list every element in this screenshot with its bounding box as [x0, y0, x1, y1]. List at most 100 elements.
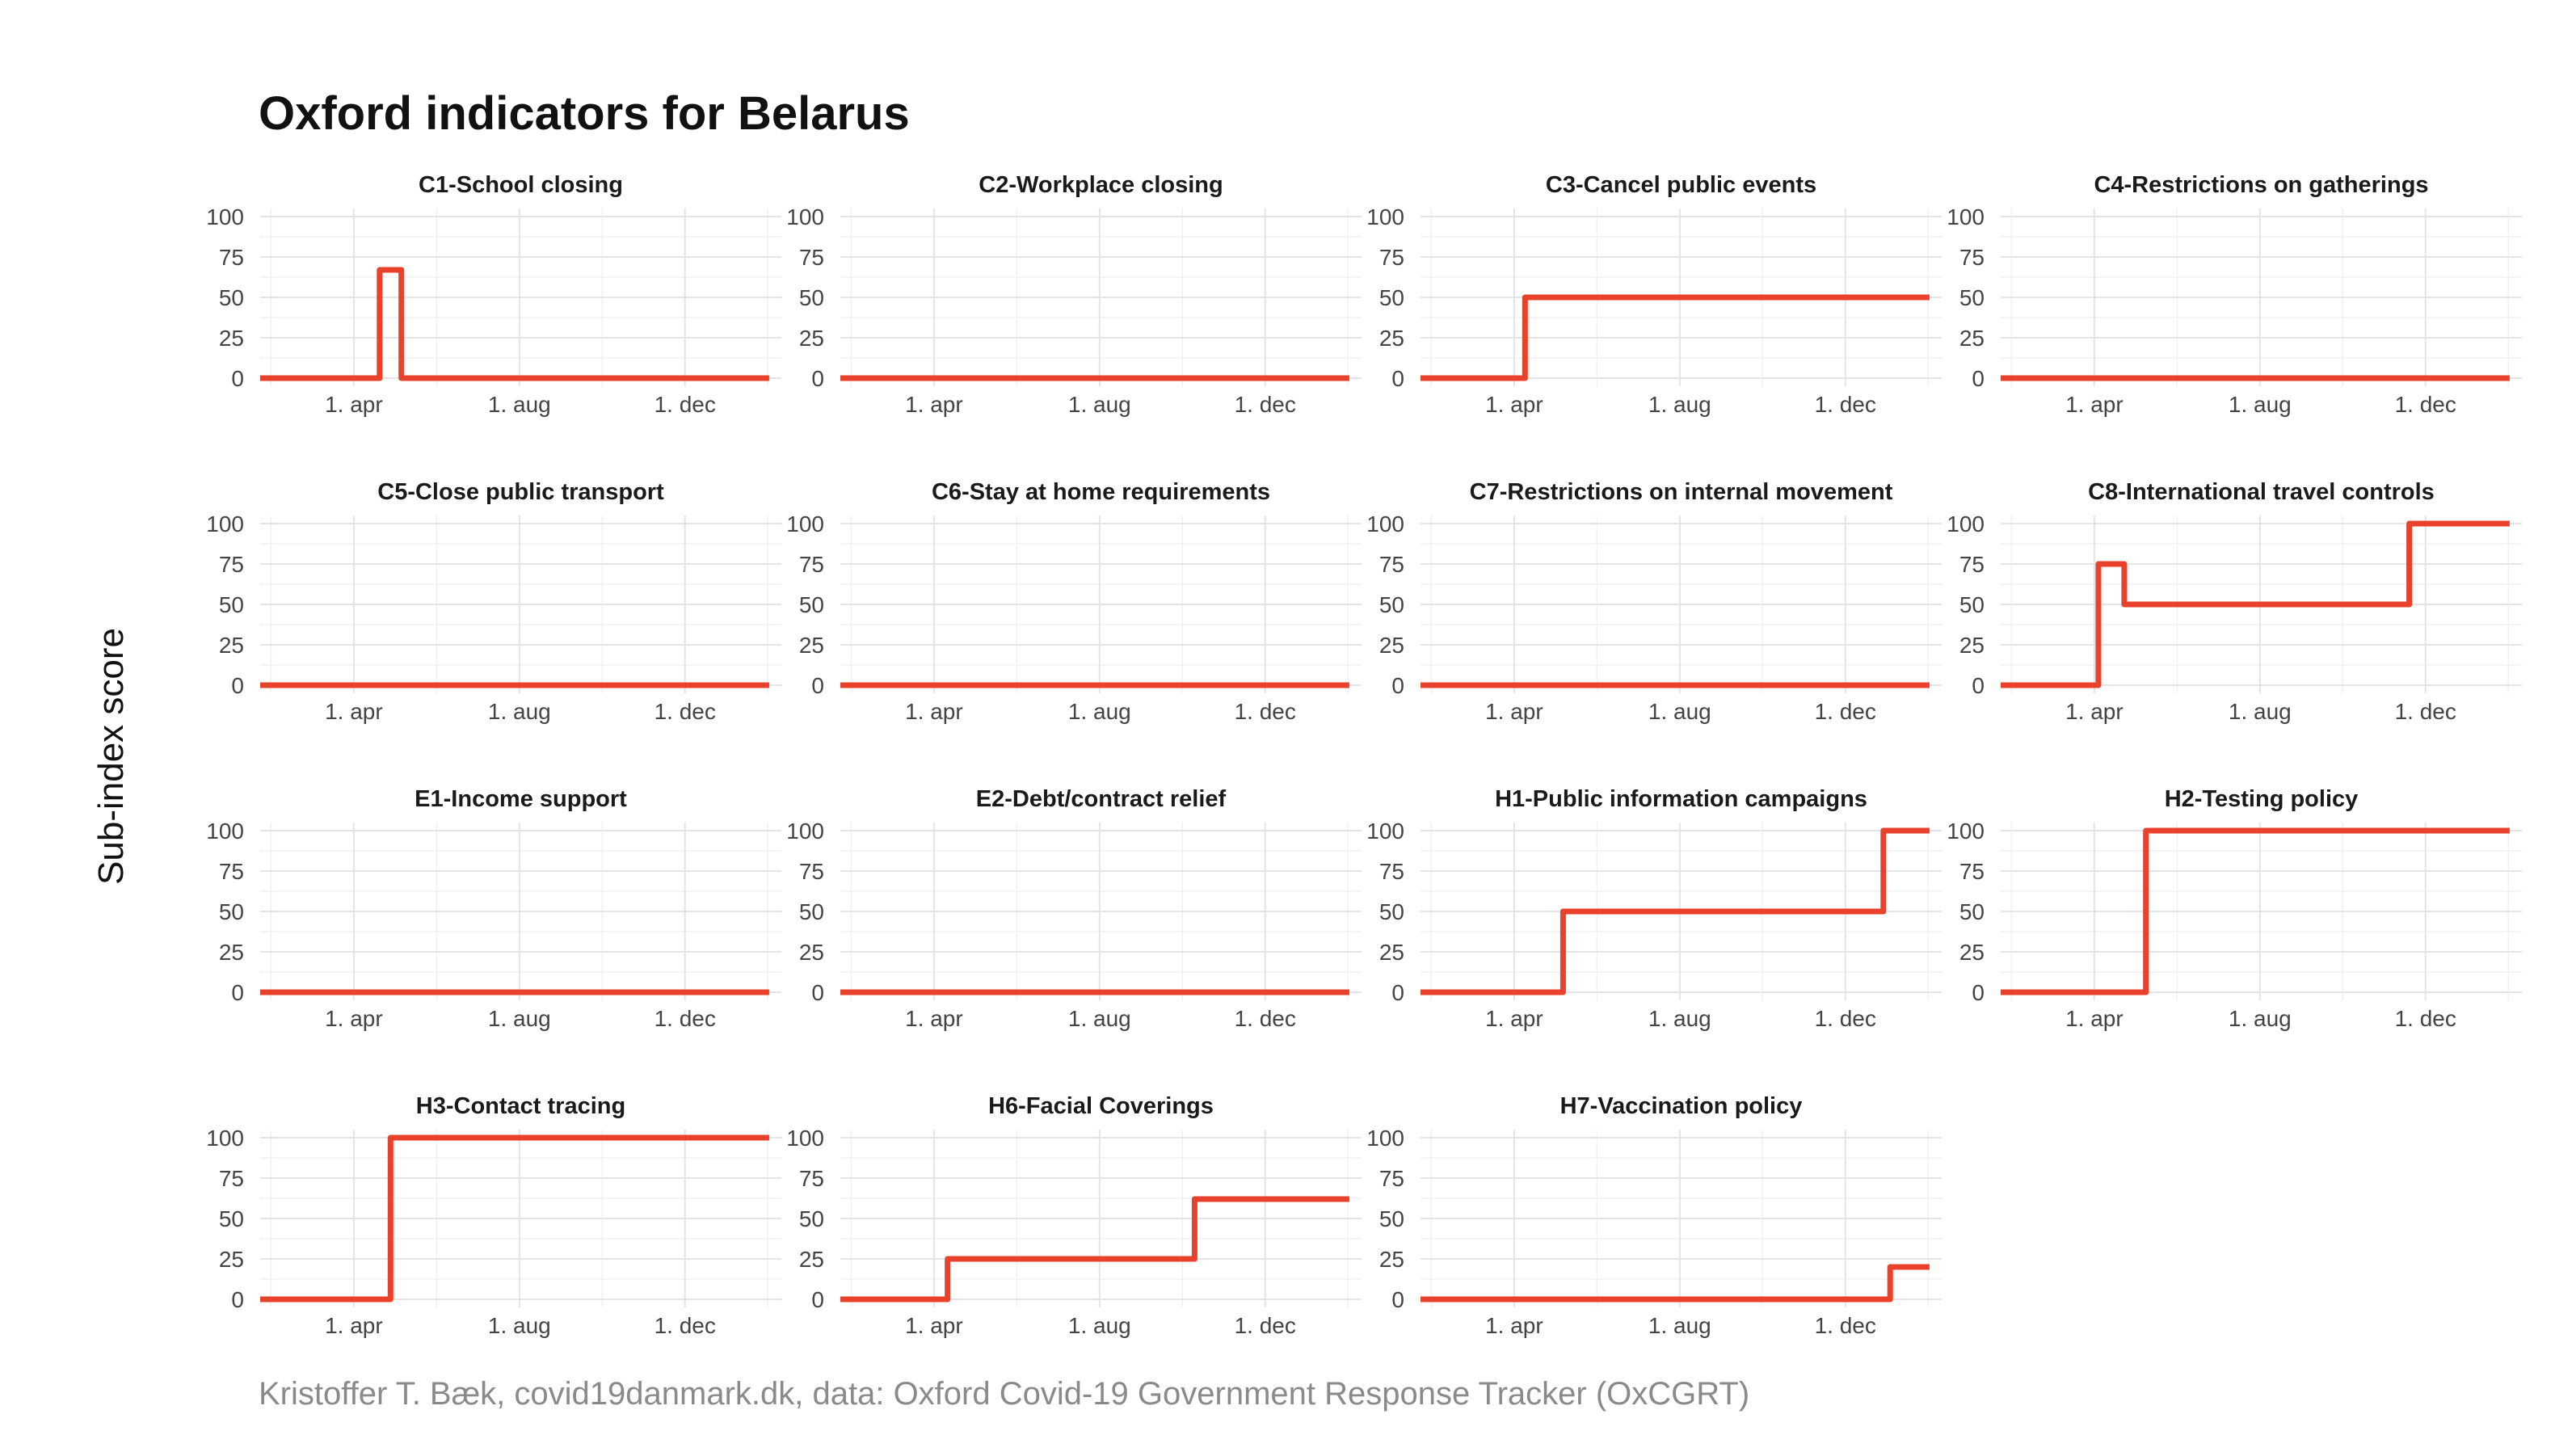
chart-title: Oxford indicators for Belarus — [259, 87, 910, 140]
y-tick-label: 100 — [1366, 511, 1404, 537]
x-tick-label: 1. aug — [488, 392, 551, 417]
y-tick-label: 25 — [799, 633, 824, 658]
series-line — [260, 267, 769, 381]
x-tick-label: 1. aug — [2229, 1006, 2292, 1031]
x-tick-label: 1. dec — [655, 1313, 716, 1338]
x-tick-label: 1. aug — [1648, 1006, 1711, 1031]
y-tick-label: 50 — [1379, 285, 1404, 310]
y-tick-label: 75 — [1379, 859, 1404, 884]
x-tick-label: 1. dec — [2395, 392, 2456, 417]
x-tick-label: 1. apr — [905, 392, 963, 417]
series-line — [260, 1134, 769, 1303]
x-tick-label: 1. aug — [488, 1313, 551, 1338]
y-tick-label: 50 — [1379, 1206, 1404, 1231]
x-tick-label: 1. aug — [1648, 699, 1711, 724]
y-tick-label: 75 — [1379, 245, 1404, 270]
x-tick-label: 1. apr — [1485, 392, 1543, 417]
y-tick-label: 75 — [1959, 552, 1985, 577]
y-tick-label: 0 — [811, 366, 824, 391]
y-tick-label: 50 — [1959, 899, 1985, 924]
panel-title: H7-Vaccination policy — [1560, 1093, 1803, 1119]
y-tick-label: 0 — [231, 980, 244, 1005]
y-tick-label: 100 — [786, 1126, 824, 1151]
y-tick-label: 25 — [1959, 940, 1985, 965]
panel: E1-Income support 0 25 50 75 100 1. apr 1. aug 1… — [206, 786, 781, 1031]
panel-title: H3-Contact tracing — [416, 1093, 625, 1119]
y-tick-label: 50 — [219, 285, 244, 310]
y-tick-label: 0 — [231, 366, 244, 391]
panel: C4-Restrictions on gatherings 0 25 50 75 100 1… — [1947, 172, 2522, 417]
y-tick-label: 75 — [799, 245, 824, 270]
y-tick-label: 100 — [1366, 819, 1404, 844]
series-line — [1421, 1264, 1930, 1303]
y-tick-label: 75 — [219, 552, 244, 577]
x-tick-label: 1. aug — [488, 1006, 551, 1031]
x-tick-label: 1. dec — [655, 392, 716, 417]
x-tick-label: 1. apr — [2065, 392, 2124, 417]
panel-title: C2-Workplace closing — [979, 172, 1223, 198]
y-tick-label: 75 — [219, 1166, 244, 1191]
panel: H7-Vaccination policy 0 25 50 75 100 1. apr 1. … — [1366, 1093, 1942, 1338]
y-tick-label: 75 — [799, 1166, 824, 1191]
y-tick-label: 0 — [811, 980, 824, 1005]
panel-title: C4-Restrictions on gatherings — [2094, 172, 2428, 198]
y-tick-label: 0 — [1391, 980, 1404, 1005]
panel: H6-Facial Coverings 0 25 50 75 100 1. apr 1. au… — [786, 1093, 1362, 1338]
x-tick-label: 1. dec — [655, 1006, 716, 1031]
y-tick-label: 100 — [206, 1126, 244, 1151]
x-tick-label: 1. dec — [2395, 1006, 2456, 1031]
y-tick-label: 75 — [1379, 552, 1404, 577]
y-tick-label: 50 — [219, 592, 244, 617]
y-tick-label: 100 — [206, 819, 244, 844]
y-tick-label: 25 — [1379, 1247, 1404, 1272]
y-tick-label: 25 — [799, 940, 824, 965]
series-line — [2001, 827, 2510, 995]
panel-title: E1-Income support — [415, 786, 627, 812]
panel-title: C6-Stay at home requirements — [932, 479, 1270, 505]
panel: C1-School closing 0 25 50 75 100 1. apr 1. aug 1… — [206, 172, 781, 417]
y-tick-label: 25 — [1959, 326, 1985, 351]
x-tick-label: 1. dec — [1815, 699, 1876, 724]
y-tick-label: 75 — [799, 552, 824, 577]
y-tick-label: 25 — [1959, 633, 1985, 658]
x-tick-label: 1. dec — [655, 699, 716, 724]
y-tick-label: 25 — [219, 940, 244, 965]
y-tick-label: 100 — [1947, 511, 1985, 537]
y-tick-label: 75 — [1959, 245, 1985, 270]
panel: C5-Close public transport 0 25 50 75 100 1. ap… — [206, 479, 781, 724]
series-line — [1421, 827, 1930, 995]
y-tick-label: 100 — [1366, 204, 1404, 229]
y-tick-label: 0 — [811, 1287, 824, 1312]
y-tick-label: 25 — [799, 1247, 824, 1272]
x-tick-label: 1. aug — [1648, 1313, 1711, 1338]
x-tick-label: 1. apr — [325, 392, 383, 417]
panel-title: C3-Cancel public events — [1546, 172, 1816, 198]
y-tick-label: 0 — [231, 1287, 244, 1312]
y-tick-label: 50 — [1379, 899, 1404, 924]
y-tick-label: 50 — [799, 1206, 824, 1231]
y-tick-label: 100 — [206, 204, 244, 229]
y-tick-label: 50 — [1379, 592, 1404, 617]
y-tick-label: 25 — [1379, 633, 1404, 658]
y-tick-label: 25 — [219, 326, 244, 351]
y-tick-label: 25 — [219, 1247, 244, 1272]
x-tick-label: 1. aug — [2229, 392, 2292, 417]
y-tick-label: 100 — [1947, 204, 1985, 229]
x-tick-label: 1. apr — [325, 699, 383, 724]
y-tick-label: 75 — [799, 859, 824, 884]
x-tick-label: 1. dec — [1235, 392, 1296, 417]
y-tick-label: 50 — [799, 592, 824, 617]
x-tick-label: 1. aug — [488, 699, 551, 724]
y-tick-label: 0 — [1972, 673, 1985, 698]
y-tick-label: 50 — [799, 899, 824, 924]
panel: C2-Workplace closing 0 25 50 75 100 1. apr 1. a… — [786, 172, 1362, 417]
y-tick-label: 100 — [1366, 1126, 1404, 1151]
x-tick-label: 1. dec — [2395, 699, 2456, 724]
y-tick-label: 75 — [1379, 1166, 1404, 1191]
y-tick-label: 0 — [1391, 673, 1404, 698]
x-tick-label: 1. dec — [1815, 392, 1876, 417]
y-axis-label: Sub-index score — [91, 628, 131, 885]
y-tick-label: 25 — [799, 326, 824, 351]
y-tick-label: 75 — [1959, 859, 1985, 884]
